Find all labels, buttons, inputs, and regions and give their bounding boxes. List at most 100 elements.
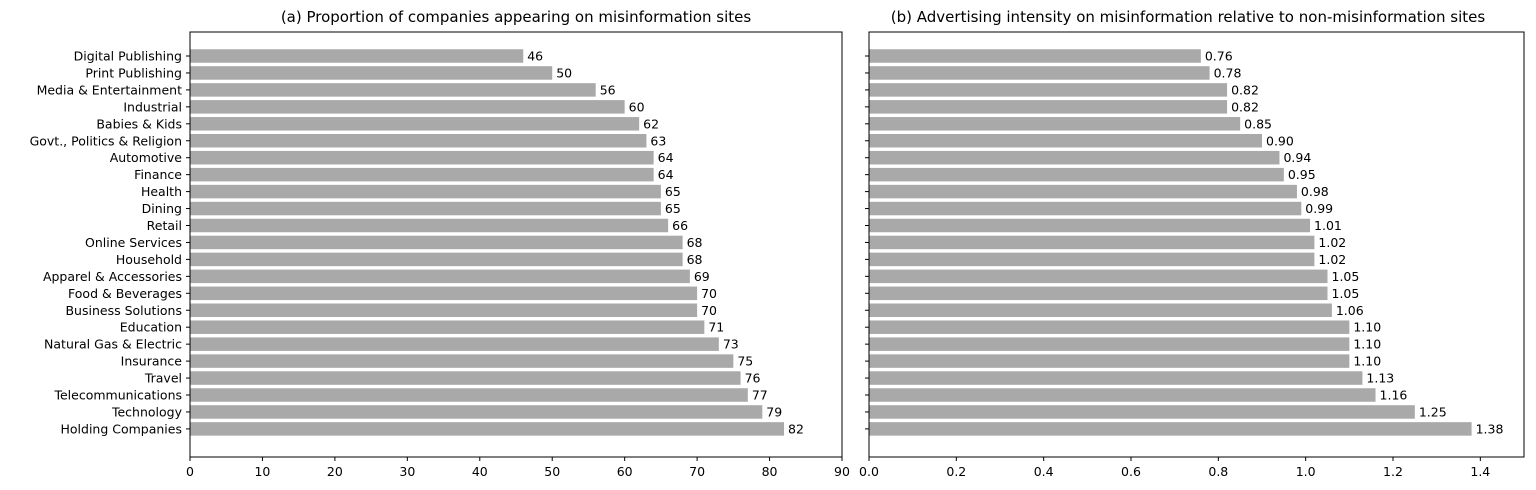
panel-b-x-ticks: 0.0 0.2 0.4 0.6 0.8 1.0 1.2 1.4 xyxy=(859,457,1490,479)
x-tick-label: 50 xyxy=(544,464,560,479)
data-label: 0.95 xyxy=(1288,167,1316,182)
bar xyxy=(869,337,1350,351)
data-label: 0.82 xyxy=(1231,99,1259,114)
bar xyxy=(190,320,705,334)
category-label: Apparel & Accessories xyxy=(43,269,182,284)
bar xyxy=(869,117,1241,131)
category-label: Insurance xyxy=(121,354,183,369)
bar xyxy=(869,388,1376,402)
bar xyxy=(190,269,690,284)
data-label: 68 xyxy=(687,252,703,267)
panel-b-y-ticks xyxy=(865,55,869,430)
data-label: 65 xyxy=(665,184,681,199)
bar xyxy=(190,201,661,216)
x-tick-label: 0.4 xyxy=(1034,464,1054,479)
bar xyxy=(190,167,654,182)
data-label: 1.10 xyxy=(1353,354,1381,369)
category-label: Health xyxy=(141,184,182,199)
bar xyxy=(190,49,524,63)
category-label: Finance xyxy=(134,167,182,182)
bar xyxy=(190,100,625,114)
bar xyxy=(190,405,763,419)
data-label: 0.98 xyxy=(1301,184,1329,199)
x-tick-label: 10 xyxy=(254,464,270,479)
bar xyxy=(190,83,596,97)
data-label: 62 xyxy=(643,116,659,131)
x-tick-label: 90 xyxy=(834,464,850,479)
panel-a: (a) Proportion of companies appearing on… xyxy=(30,8,850,479)
data-label: 1.13 xyxy=(1366,371,1394,386)
bar xyxy=(869,66,1210,80)
category-label: Holding Companies xyxy=(60,421,182,436)
bar xyxy=(869,100,1228,114)
x-tick-label: 60 xyxy=(617,464,633,479)
category-label: Industrial xyxy=(123,99,182,114)
bar xyxy=(869,320,1350,334)
category-label: Automotive xyxy=(110,150,183,165)
bar xyxy=(869,303,1332,317)
category-label: Online Services xyxy=(85,235,182,250)
bar xyxy=(869,405,1415,419)
category-label: Education xyxy=(120,320,182,335)
bar xyxy=(190,66,553,80)
bar xyxy=(190,303,698,317)
bar xyxy=(869,269,1328,284)
data-label: 71 xyxy=(708,320,724,335)
data-label: 69 xyxy=(694,269,710,284)
bar xyxy=(190,337,719,351)
bar xyxy=(190,354,734,368)
bar xyxy=(869,150,1280,165)
bar xyxy=(190,252,683,267)
x-tick-label: 1.0 xyxy=(1296,464,1316,479)
x-tick-label: 1.2 xyxy=(1383,464,1403,479)
data-label: 1.05 xyxy=(1332,286,1360,301)
category-label: Business Solutions xyxy=(65,303,182,318)
x-tick-label: 0.8 xyxy=(1208,464,1228,479)
panel-b-frame xyxy=(868,31,1525,458)
bar xyxy=(190,235,683,250)
bar xyxy=(869,218,1311,233)
category-label: Digital Publishing xyxy=(74,49,182,64)
data-label: 79 xyxy=(766,404,782,419)
data-label: 1.10 xyxy=(1353,337,1381,352)
bar xyxy=(190,134,647,148)
x-tick-label: 1.4 xyxy=(1470,464,1490,479)
bar xyxy=(869,167,1284,182)
bar xyxy=(869,49,1201,63)
category-label: Retail xyxy=(147,218,182,233)
data-label: 0.94 xyxy=(1283,150,1311,165)
data-label: 0.76 xyxy=(1205,49,1233,64)
bar xyxy=(190,184,661,199)
category-label: Babies & Kids xyxy=(96,116,182,131)
bar xyxy=(869,371,1363,385)
data-label: 1.02 xyxy=(1318,252,1346,267)
data-label: 0.90 xyxy=(1266,133,1294,148)
data-label: 0.85 xyxy=(1244,116,1272,131)
bar xyxy=(190,117,640,131)
data-label: 76 xyxy=(745,371,761,386)
data-label: 0.82 xyxy=(1231,82,1259,97)
data-label: 60 xyxy=(629,99,645,114)
bar xyxy=(190,388,748,402)
bar xyxy=(869,354,1350,368)
data-label: 1.02 xyxy=(1318,235,1346,250)
bar xyxy=(190,371,741,385)
bar xyxy=(869,235,1315,250)
data-label: 64 xyxy=(658,150,674,165)
data-label: 73 xyxy=(723,337,739,352)
bar xyxy=(869,201,1302,216)
bar xyxy=(190,150,654,165)
data-label: 65 xyxy=(665,201,681,216)
category-label: Household xyxy=(116,252,182,267)
panel-b: (b) Advertising intensity on misinformat… xyxy=(859,8,1525,479)
category-label: Govt., Politics & Religion xyxy=(30,133,182,148)
data-label: 1.06 xyxy=(1336,303,1364,318)
x-tick-label: 20 xyxy=(327,464,343,479)
data-label: 0.99 xyxy=(1305,201,1333,216)
data-label: 1.01 xyxy=(1314,218,1342,233)
panel-a-title: (a) Proportion of companies appearing on… xyxy=(281,8,752,26)
data-label: 50 xyxy=(556,65,572,80)
panel-b-bars xyxy=(869,49,1472,436)
